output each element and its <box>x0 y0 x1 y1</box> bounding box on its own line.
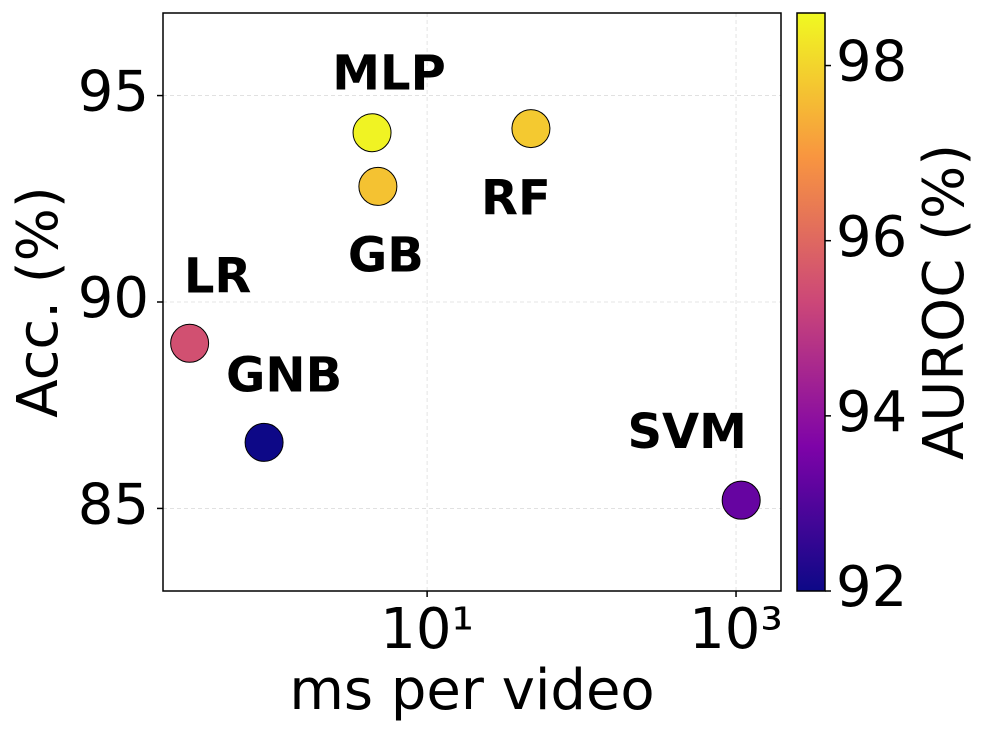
point-label: MLP <box>332 46 446 102</box>
x-tick-label: 10¹ <box>380 597 474 662</box>
point <box>358 166 398 206</box>
colorbar-tick-label: 96 <box>836 205 907 270</box>
point-label: LR <box>184 248 252 304</box>
point <box>244 422 284 462</box>
point-label: RF <box>481 171 551 227</box>
y-tick-label: 90 <box>78 266 149 331</box>
y-axis-label: Acc. (%) <box>6 186 71 417</box>
point-label: SVM <box>627 404 746 460</box>
x-axis-label: ms per video <box>289 658 654 723</box>
point <box>352 113 392 153</box>
x-tick-label: 10³ <box>689 597 783 662</box>
y-tick-label: 95 <box>78 60 149 125</box>
point <box>170 323 210 363</box>
plot-frame <box>162 12 782 592</box>
colorbar-tick-label: 92 <box>836 555 907 620</box>
point <box>721 480 761 520</box>
point-label: GNB <box>226 347 342 403</box>
colorbar-tick-label: 98 <box>836 30 907 95</box>
point-label: GB <box>348 227 424 283</box>
colorbar-tick-label: 94 <box>836 380 907 445</box>
colorbar-label: AUROC (%) <box>912 144 977 460</box>
colorbar <box>796 12 826 592</box>
y-tick-label: 85 <box>78 473 149 538</box>
point <box>511 109 551 149</box>
